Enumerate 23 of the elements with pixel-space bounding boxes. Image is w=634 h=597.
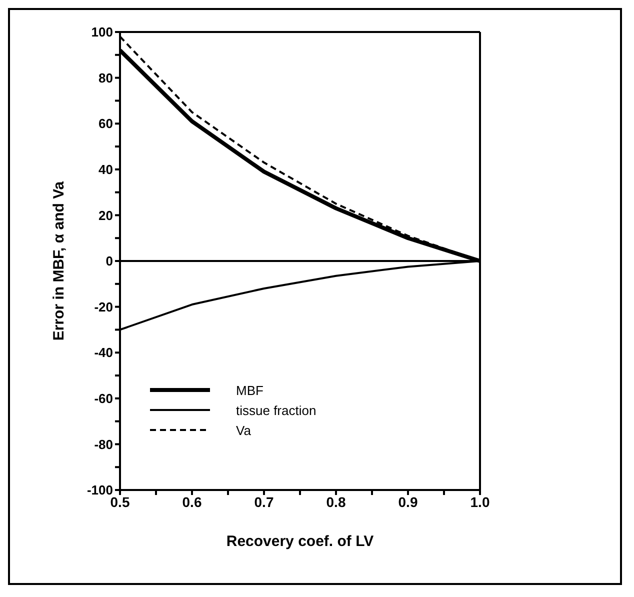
legend-label: MBF xyxy=(236,382,264,398)
y-tick-label: 40 xyxy=(98,162,113,178)
x-axis-title: Recovery coef. of LV xyxy=(226,533,374,550)
x-tick-label: 1.0 xyxy=(470,494,490,510)
legend-label: Va xyxy=(236,422,251,438)
x-tick-label: 0.6 xyxy=(182,494,202,510)
y-tick-label: -80 xyxy=(94,436,113,452)
y-tick-label: -100 xyxy=(86,482,113,498)
y-axis-title: Error in MBF, α and Va xyxy=(50,180,68,341)
y-tick-label: -60 xyxy=(94,391,113,406)
y-tick-label: 60 xyxy=(98,116,113,132)
y-tick-label: -20 xyxy=(94,299,113,314)
y-tick-label: 0 xyxy=(106,254,113,269)
outer-frame: 0.5 0.6 0.7 0.8 0.9 1.0 Recovery coef. of LV -100 -80 -60 -40 -20 0 20 40 60 80 100 Error in MBF, α and Va MBF tissue fraction Va xyxy=(8,8,622,585)
x-tick-label: 0.5 xyxy=(110,494,130,510)
y-tick-label: 80 xyxy=(98,70,113,86)
y-tick-label: 20 xyxy=(98,208,113,223)
x-tick-label: 0.7 xyxy=(254,494,274,510)
x-tick-label: 0.8 xyxy=(326,494,346,510)
y-tick-label: 100 xyxy=(91,24,113,40)
y-tick-label: -40 xyxy=(94,345,113,360)
legend-label: tissue fraction xyxy=(236,402,316,418)
x-tick-label: 0.9 xyxy=(398,494,418,510)
